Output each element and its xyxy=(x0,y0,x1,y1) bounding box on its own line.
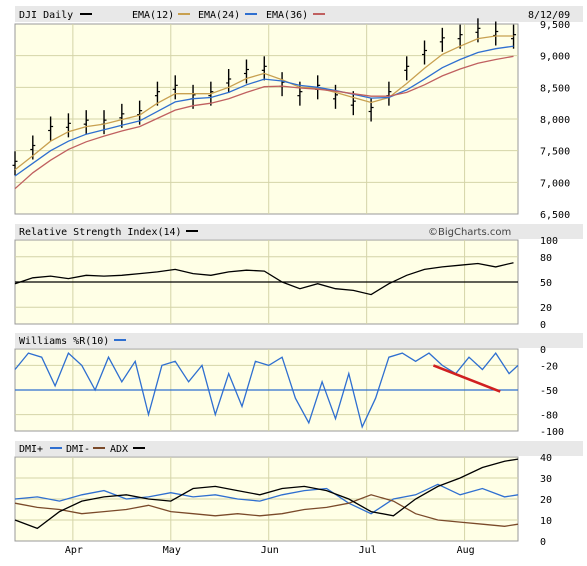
rsi-title: Relative Strength Index(14) xyxy=(19,227,182,238)
rsi-ytick-label: 80 xyxy=(540,253,552,264)
price-ytick-label: 8,500 xyxy=(540,83,570,94)
dmi-plus-legend-label: DMI+ xyxy=(19,444,43,455)
rsi-ytick-label: 100 xyxy=(540,236,558,247)
rsi-header-bar xyxy=(15,224,583,239)
williams-ytick-label: -50 xyxy=(540,386,558,397)
dmi-ytick-label: 20 xyxy=(540,495,552,506)
price-ytick-label: 8,000 xyxy=(540,115,570,126)
price-date-label: 8/12/09 xyxy=(528,10,570,21)
x-tick-label: Jul xyxy=(359,545,377,556)
ema-24-line xyxy=(14,45,514,177)
price-panel: DJI Daily EMA(12) EMA(24) EMA(36) 8/12/0… xyxy=(12,6,583,221)
price-header-bar xyxy=(15,6,583,22)
price-ytick-label: 7,500 xyxy=(540,147,570,158)
price-ytick-label: 7,000 xyxy=(540,178,570,189)
bigcharts-watermark: ©BigCharts.com xyxy=(428,227,511,238)
x-tick-label: Apr xyxy=(65,545,83,556)
williams-ytick-label: 0 xyxy=(540,345,546,356)
williams-panel: Williams %R(10) 0 -20 -50 -80 -100 xyxy=(14,333,583,438)
ema24-legend-label: EMA(24) xyxy=(198,10,240,21)
williams-title: Williams %R(10) xyxy=(19,336,109,347)
rsi-ytick-label: 20 xyxy=(540,303,552,314)
williams-r-10-line xyxy=(14,351,519,429)
x-tick-label: Aug xyxy=(457,545,475,556)
ema36-legend-label: EMA(36) xyxy=(266,10,308,21)
williams-ytick-label: -20 xyxy=(540,361,558,372)
x-tick-label: May xyxy=(163,545,181,556)
dmi-line xyxy=(14,494,519,527)
williams-trend-annotation xyxy=(432,364,501,393)
adx-line xyxy=(14,458,519,530)
dmi-minus-legend-label: DMI- xyxy=(66,444,90,455)
dmi-panel: DMI+ DMI- ADX 40 30 20 10 0 xyxy=(14,441,583,548)
ema-12-line xyxy=(14,35,514,171)
x-tick-label: Jun xyxy=(261,545,279,556)
adx-legend-label: ADX xyxy=(110,444,128,455)
williams-ytick-label: -100 xyxy=(540,427,564,438)
williams-header-bar xyxy=(15,333,583,348)
dmi-ytick-label: 30 xyxy=(540,474,552,485)
price-ytick-label: 9,000 xyxy=(540,52,570,63)
price-title: DJI Daily xyxy=(19,10,73,21)
dmi-header-bar xyxy=(15,441,583,456)
rsi-panel: Relative Strength Index(14) ©BigCharts.c… xyxy=(14,224,583,331)
price-ytick-label: 6,500 xyxy=(540,210,570,221)
dmi-line xyxy=(14,483,519,515)
ema12-legend-label: EMA(12) xyxy=(132,10,174,21)
dmi-ytick-label: 0 xyxy=(540,537,546,548)
williams-ytick-label: -80 xyxy=(540,411,558,422)
dmi-ytick-label: 10 xyxy=(540,516,552,527)
rsi-ytick-label: 0 xyxy=(540,320,546,331)
relative-strength-index-14-line xyxy=(14,262,514,296)
ema-36-line xyxy=(14,55,514,190)
rsi-ytick-label: 50 xyxy=(540,278,552,289)
dmi-ytick-label: 40 xyxy=(540,453,552,464)
price-ytick-label: 9,500 xyxy=(540,20,570,31)
